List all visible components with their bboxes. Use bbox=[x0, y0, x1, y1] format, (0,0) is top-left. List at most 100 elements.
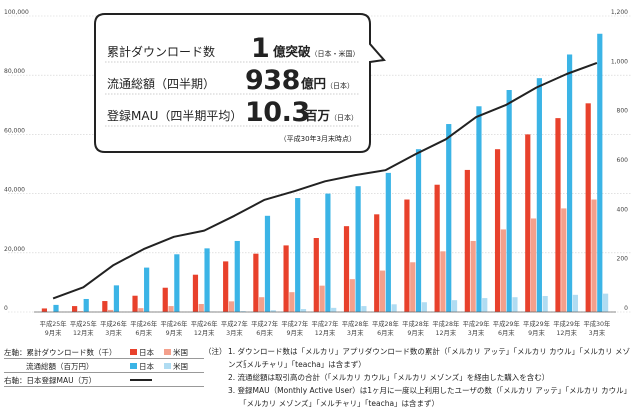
footnote-1b: 「メルチャリ」「teacha」は含まず） bbox=[239, 360, 366, 369]
legend-gmv-us: 米国 bbox=[173, 362, 188, 371]
legend-swatch-gmv-jp bbox=[130, 363, 137, 369]
callout-bubble bbox=[94, 13, 386, 153]
bar bbox=[470, 240, 476, 312]
bar bbox=[325, 193, 331, 312]
bar bbox=[591, 199, 597, 312]
bar bbox=[572, 294, 578, 312]
left-tick-label: 40,000 bbox=[4, 187, 25, 194]
x-tick-year: 平成28年 bbox=[402, 319, 429, 328]
x-tick-month: 12月末 bbox=[73, 328, 94, 337]
footnote-1: 1. ダウンロード数は「メルカリ」アプリダウンロード数の累計（「メルカリ アッテ… bbox=[228, 347, 631, 369]
legend-downloads-jp: 日本 bbox=[139, 348, 154, 357]
callout-gmv-label: 流通総額（四半期） bbox=[107, 77, 216, 91]
x-tick-year: 平成25年 bbox=[70, 319, 97, 328]
bar bbox=[421, 302, 427, 312]
bar bbox=[264, 215, 271, 312]
callout-gmv: 流通総額（四半期） 938 億円（日本） bbox=[107, 65, 362, 96]
bar bbox=[113, 285, 120, 312]
bar bbox=[259, 297, 265, 312]
bar bbox=[144, 267, 150, 312]
bar bbox=[355, 186, 361, 312]
footnote-2: 2. 流通総額は取引高の合計（「メルカリ カウル」「メルカリ メゾンズ」を経由し… bbox=[228, 373, 550, 382]
x-tick-month: 3月末 bbox=[589, 328, 606, 337]
bar bbox=[72, 306, 78, 312]
bar bbox=[566, 54, 573, 312]
callout-mau-unit: 百万（日本） bbox=[305, 108, 359, 123]
right-tick-label: 1,200 bbox=[611, 9, 628, 16]
bar bbox=[530, 218, 537, 312]
x-tick-year: 平成28年 bbox=[432, 319, 459, 328]
footnotes-head: （注） bbox=[204, 347, 227, 356]
x-tick-month: 9月末 bbox=[45, 328, 62, 337]
bar bbox=[385, 172, 391, 312]
callout-mau-label: 登録MAU（四半期平均） bbox=[107, 109, 243, 123]
x-tick-year: 平成29年 bbox=[553, 319, 580, 328]
bar bbox=[404, 199, 410, 312]
x-tick-month: 3月末 bbox=[347, 328, 364, 337]
bar bbox=[313, 238, 319, 312]
x-tick-year: 平成25年 bbox=[40, 319, 67, 328]
legend-swatch-downloads-jp bbox=[130, 349, 137, 355]
right-tick-label: 600 bbox=[617, 157, 629, 164]
legend-row-mau: 右軸：日本登録MAU（万） bbox=[4, 373, 204, 387]
x-tick-month: 3月末 bbox=[468, 328, 485, 337]
x-tick-year: 平成28年 bbox=[372, 319, 399, 328]
x-tick-year: 平成26年 bbox=[191, 319, 218, 328]
legend-swatch-mau-line bbox=[130, 379, 152, 381]
callout-mau: 登録MAU（四半期平均） 10.3 百万（日本） bbox=[107, 97, 362, 128]
bar bbox=[102, 301, 108, 312]
callout-downloads: 累計ダウンロード数 1 億突破（日本・米国） bbox=[107, 33, 362, 64]
x-tick-month: 3月末 bbox=[105, 328, 122, 337]
bar bbox=[108, 309, 114, 312]
x-tick-year: 平成27年 bbox=[281, 319, 308, 328]
legend-mau-label: 右軸：日本登録MAU（万） bbox=[4, 376, 97, 385]
x-tick-year: 平成30年 bbox=[583, 319, 610, 328]
callout-downloads-unit: 億突破（日本・米国） bbox=[273, 44, 360, 59]
x-tick-month: 9月末 bbox=[407, 328, 424, 337]
bar bbox=[331, 307, 337, 312]
bar bbox=[561, 208, 567, 312]
bar bbox=[446, 124, 452, 312]
x-tick-year: 平成27年 bbox=[221, 319, 248, 328]
bar bbox=[295, 198, 301, 312]
x-tick-month: 12月末 bbox=[556, 328, 577, 337]
bar bbox=[597, 33, 603, 312]
right-tick-label: 400 bbox=[617, 206, 629, 213]
x-tick-month: 12月末 bbox=[194, 328, 215, 337]
x-tick-year: 平成29年 bbox=[463, 319, 490, 328]
left-tick-label: 100,000 bbox=[4, 9, 29, 16]
bar bbox=[253, 253, 259, 312]
bar bbox=[482, 298, 488, 312]
bar bbox=[440, 251, 446, 312]
x-tick-month: 6月末 bbox=[256, 328, 273, 337]
bar bbox=[602, 293, 609, 312]
x-tick-year: 平成26年 bbox=[130, 319, 157, 328]
bar bbox=[204, 248, 210, 312]
x-tick-year: 平成26年 bbox=[100, 319, 127, 328]
x-tick-month: 9月末 bbox=[286, 328, 303, 337]
bar bbox=[410, 262, 416, 312]
right-tick-label: 800 bbox=[617, 108, 629, 115]
bar bbox=[500, 229, 506, 312]
bar bbox=[192, 274, 199, 312]
x-tick-month: 6月末 bbox=[498, 328, 515, 337]
bar bbox=[53, 304, 59, 312]
callout-downloads-label: 累計ダウンロード数 bbox=[107, 45, 216, 59]
bar bbox=[525, 134, 531, 312]
left-tick-label: 20,000 bbox=[4, 246, 25, 253]
bar bbox=[168, 306, 174, 312]
bar bbox=[585, 103, 591, 312]
legend-row-gmv: 流通総額（百万円） 日本 米国 bbox=[4, 359, 204, 373]
x-tick-month: 6月末 bbox=[377, 328, 394, 337]
bar bbox=[240, 311, 246, 312]
bar bbox=[536, 78, 542, 312]
x-tick-month: 3月末 bbox=[226, 328, 243, 337]
legend-downloads-label: 左軸：累計ダウンロード数（千） bbox=[4, 348, 117, 357]
right-tick-label: 0 bbox=[624, 305, 628, 312]
bar bbox=[464, 169, 470, 312]
x-tick-year: 平成29年 bbox=[493, 319, 520, 328]
legend-gmv-jp: 日本 bbox=[139, 362, 154, 371]
x-tick-month: 12月末 bbox=[436, 328, 457, 337]
x-tick-year: 平成26年 bbox=[160, 319, 187, 328]
